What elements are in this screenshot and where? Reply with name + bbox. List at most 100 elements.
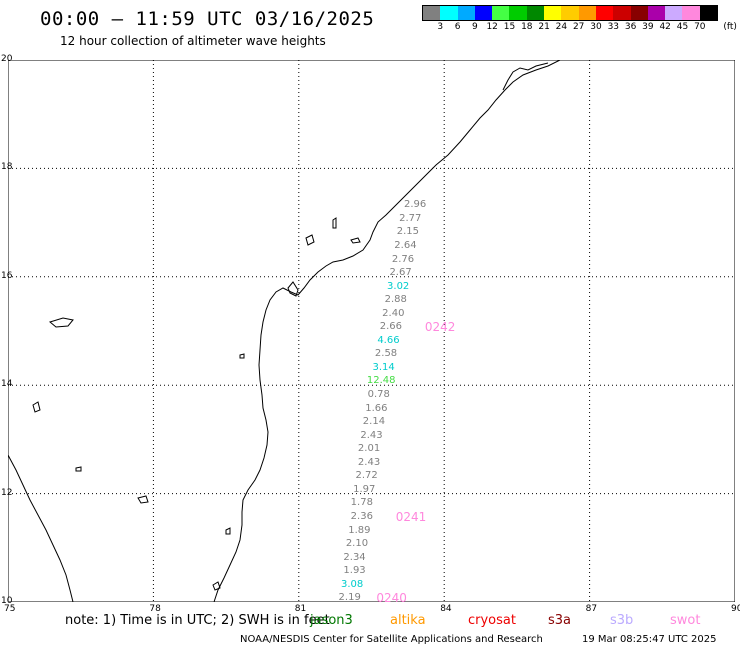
legend-unit: (ft) bbox=[723, 22, 737, 32]
map-canvas bbox=[8, 60, 735, 602]
island-7 bbox=[75, 466, 82, 472]
swh-value: 2.66 bbox=[379, 321, 403, 333]
swh-value: 2.67 bbox=[389, 267, 412, 279]
swh-value: 2.34 bbox=[343, 551, 366, 563]
legend-label: 70 bbox=[694, 22, 706, 32]
pass-time-label: 0240 bbox=[376, 591, 407, 606]
legend-label: 6 bbox=[454, 22, 461, 32]
legend-swatch bbox=[613, 6, 631, 20]
lat-tick-label: 10 bbox=[1, 596, 13, 606]
legend-label: 45 bbox=[676, 22, 689, 32]
swh-value: 2.14 bbox=[362, 416, 386, 428]
swh-value: 12.48 bbox=[366, 375, 396, 387]
legend-swatch bbox=[423, 6, 441, 20]
satellite-label: s3a bbox=[548, 613, 572, 628]
legend-swatch bbox=[457, 6, 475, 20]
island-5 bbox=[137, 495, 149, 504]
island-2 bbox=[305, 234, 315, 246]
footer-note: note: 1) Time is in UTC; 2) SWH is in fe… bbox=[65, 613, 330, 628]
lon-tick-label: 84 bbox=[440, 604, 452, 614]
credit: NOAA/NESDIS Center for Satellite Applica… bbox=[240, 634, 543, 645]
island-6 bbox=[239, 353, 245, 359]
legend-label: 15 bbox=[503, 22, 516, 32]
swh-value: 3.14 bbox=[372, 361, 395, 373]
swh-value: 2.72 bbox=[355, 470, 378, 482]
swh-value: 1.97 bbox=[353, 483, 376, 495]
legend-label: 33 bbox=[607, 22, 620, 32]
satellite-label: cryosat bbox=[468, 613, 516, 628]
island-10 bbox=[212, 581, 221, 591]
swh-value: 4.66 bbox=[377, 334, 400, 346]
legend-swatch bbox=[682, 6, 700, 20]
legend-swatch bbox=[474, 6, 493, 20]
legend-swatch bbox=[492, 6, 510, 20]
legend-labels: 3 6 9 12 15 18 21 24 27 30 33 36 39 42 45 70 (ft) bbox=[422, 21, 736, 35]
legend-label: 24 bbox=[555, 22, 568, 32]
swh-value: 0.78 bbox=[367, 389, 390, 401]
swh-value: 2.01 bbox=[357, 443, 381, 455]
legend-swatches bbox=[422, 5, 719, 21]
swh-value: 2.77 bbox=[399, 212, 422, 224]
lat-tick-label: 20 bbox=[1, 54, 13, 64]
swh-value: 2.40 bbox=[382, 307, 405, 319]
legend-swatch bbox=[561, 6, 579, 20]
swh-value: 2.36 bbox=[350, 510, 373, 522]
pass-time-label: 0242 bbox=[424, 320, 456, 335]
legend-swatch bbox=[595, 6, 614, 20]
swh-value: 2.43 bbox=[360, 429, 383, 441]
swh-value: 2.64 bbox=[394, 239, 417, 251]
legend-label: 27 bbox=[572, 22, 585, 32]
lon-tick-label: 87 bbox=[585, 604, 598, 614]
color-legend: 3 6 9 12 15 18 21 24 27 30 33 36 39 42 45 70 (ft) bbox=[422, 5, 737, 35]
legend-swatch bbox=[509, 6, 527, 20]
swh-value: 2.43 bbox=[357, 456, 381, 468]
legend-swatch bbox=[647, 6, 666, 20]
lon-tick-label: 81 bbox=[294, 604, 307, 614]
swh-value: 1.93 bbox=[343, 565, 366, 577]
swh-value: 2.10 bbox=[345, 538, 369, 550]
lat-tick-label: 18 bbox=[1, 162, 13, 173]
legend-label: 39 bbox=[642, 22, 654, 32]
swh-value: 2.76 bbox=[391, 253, 415, 265]
chart-subtitle: 12 hour collection of altimeter wave hei… bbox=[60, 34, 326, 48]
coastline-india bbox=[213, 60, 561, 602]
satellite-label: s3b bbox=[610, 613, 634, 628]
timestamp: 19 Mar 08:25:47 UTC 2025 bbox=[582, 634, 717, 645]
legend-label: 30 bbox=[590, 22, 602, 32]
legend-label: 21 bbox=[538, 22, 550, 32]
legend-swatch bbox=[630, 6, 648, 20]
lon-tick-label: 78 bbox=[149, 604, 161, 614]
swh-value: 3.02 bbox=[387, 280, 410, 292]
legend-label: 3 bbox=[437, 22, 444, 32]
legend-label: 18 bbox=[521, 22, 533, 32]
island-4 bbox=[32, 401, 41, 413]
swh-value: 1.66 bbox=[365, 402, 388, 414]
legend-label: 12 bbox=[486, 22, 498, 32]
island-8 bbox=[225, 527, 231, 535]
lon-tick-label: 75 bbox=[4, 604, 16, 614]
satellite-label: altika bbox=[390, 613, 426, 628]
coastline-godavari-delta bbox=[287, 281, 299, 297]
swh-value: 2.15 bbox=[396, 226, 419, 238]
swh-value: 2.88 bbox=[384, 294, 407, 306]
legend-swatch bbox=[665, 6, 683, 20]
island-3 bbox=[332, 217, 337, 229]
coastline-north bbox=[502, 62, 549, 91]
legend-swatch bbox=[578, 6, 596, 20]
satellite-label: swot bbox=[670, 613, 701, 628]
swh-value: 1.78 bbox=[350, 497, 373, 509]
swh-value: 1.89 bbox=[348, 524, 371, 536]
island-9 bbox=[350, 237, 361, 244]
coastline-west-india bbox=[8, 454, 74, 602]
lat-tick-label: 12 bbox=[1, 487, 13, 498]
island-1 bbox=[48, 317, 74, 328]
swh-value: 2.58 bbox=[374, 348, 398, 360]
swh-value: 3.08 bbox=[340, 578, 364, 590]
legend-swatch bbox=[526, 6, 545, 20]
pass-time-label: 0241 bbox=[395, 509, 427, 524]
legend-swatch bbox=[440, 6, 458, 20]
swh-value: 2.19 bbox=[338, 592, 361, 604]
lat-tick-label: 16 bbox=[1, 270, 13, 281]
chart-title: 00:00 – 11:59 UTC 03/16/2025 bbox=[40, 8, 375, 30]
lon-tick-label: 90 bbox=[731, 604, 740, 614]
